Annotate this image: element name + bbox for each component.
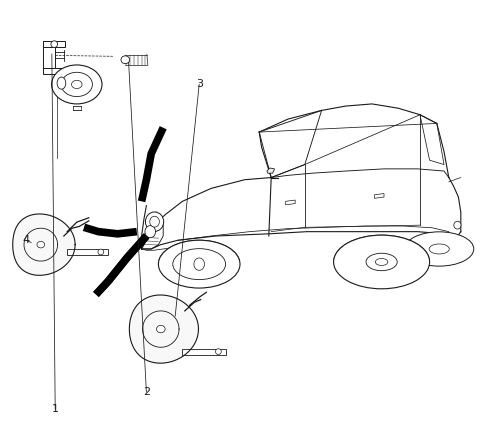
Circle shape [216,349,221,355]
Ellipse shape [61,72,92,97]
Polygon shape [286,200,295,205]
Text: 1: 1 [52,404,59,414]
Circle shape [98,249,104,255]
Text: 2: 2 [143,387,150,397]
Ellipse shape [334,235,430,289]
Polygon shape [129,295,198,363]
Ellipse shape [57,77,66,89]
Ellipse shape [121,56,130,64]
Ellipse shape [429,244,449,254]
Polygon shape [43,68,65,74]
Ellipse shape [37,241,45,248]
Ellipse shape [145,226,156,238]
Ellipse shape [72,81,82,89]
Text: 3: 3 [196,79,203,90]
Polygon shape [13,214,75,275]
Circle shape [51,41,58,48]
Polygon shape [67,249,108,255]
Text: 4: 4 [23,235,30,246]
Ellipse shape [454,221,461,229]
Polygon shape [182,349,226,355]
Ellipse shape [194,258,204,270]
Polygon shape [374,194,384,198]
Ellipse shape [158,240,240,288]
Polygon shape [43,41,65,47]
Ellipse shape [375,259,388,265]
Ellipse shape [156,326,165,333]
Ellipse shape [366,253,397,271]
Ellipse shape [145,212,164,231]
Ellipse shape [150,216,159,227]
Polygon shape [43,41,55,71]
Ellipse shape [51,65,102,104]
Ellipse shape [405,232,474,266]
Ellipse shape [173,249,226,280]
Polygon shape [267,168,275,173]
